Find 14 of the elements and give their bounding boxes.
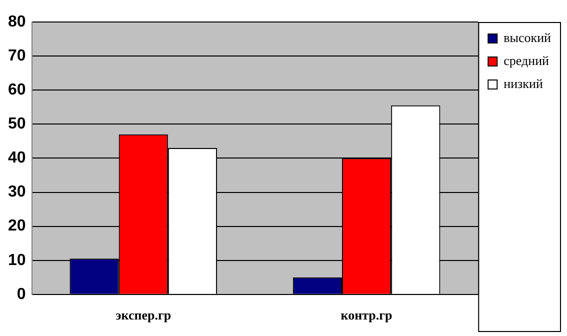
x-tick-label: экспер.гр: [116, 308, 172, 323]
legend-label: низкий: [504, 76, 543, 91]
y-tick-label: 70: [8, 47, 26, 64]
legend-label: средний: [504, 52, 550, 68]
x-tick-label: контр.гр: [340, 308, 392, 323]
y-tick-label: 20: [8, 218, 26, 235]
y-tick-label: 60: [8, 82, 26, 99]
y-tick-label: 50: [8, 116, 26, 133]
y-tick-label: 0: [16, 286, 26, 303]
legend-label: высокий: [504, 30, 552, 45]
y-tick-label: 80: [8, 13, 26, 30]
y-tick-label: 40: [8, 150, 26, 167]
y-tick-label: 10: [8, 252, 26, 269]
y-tick-label: 30: [8, 184, 26, 201]
